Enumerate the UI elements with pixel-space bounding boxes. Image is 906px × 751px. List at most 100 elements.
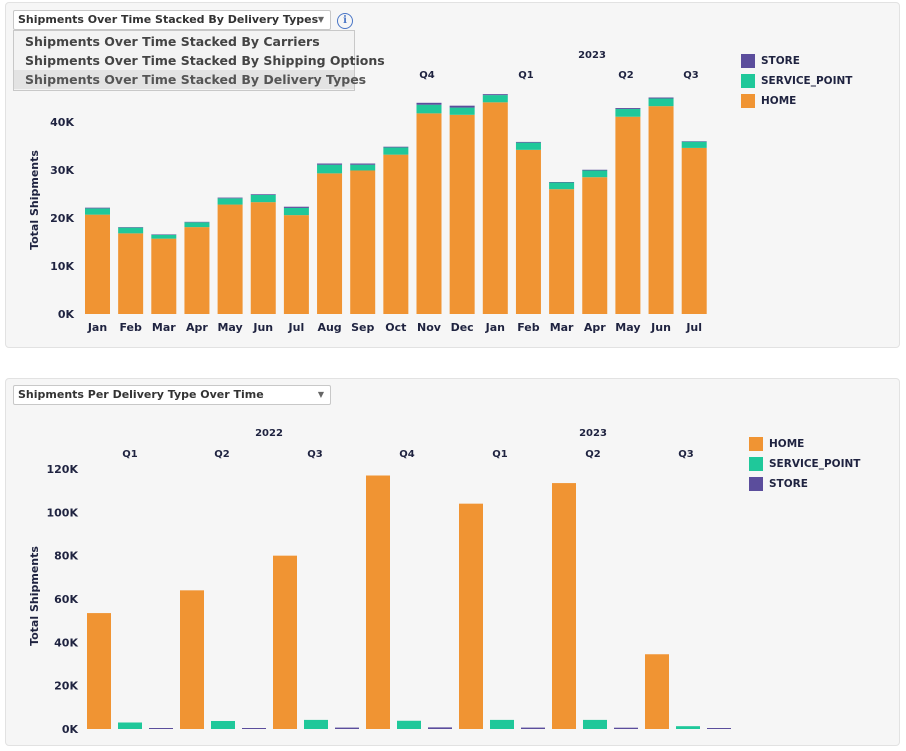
chart1-bar-home bbox=[648, 106, 674, 314]
chart1-bar-home bbox=[118, 233, 144, 314]
chevron-down-icon[interactable]: ▼ bbox=[317, 390, 324, 399]
delivery-type-chart-panel: Shipments Per Delivery Type Over Time ▼ … bbox=[5, 378, 900, 746]
legend-label: SERVICE_POINT bbox=[761, 75, 853, 87]
chart2-bar-service-point bbox=[490, 719, 514, 729]
chart1-x-tick-label: Jun bbox=[650, 321, 671, 334]
chart1-legend-item-service-point[interactable]: SERVICE_POINT bbox=[741, 71, 852, 91]
chart1-bar-service-point bbox=[283, 207, 309, 216]
chart1-bar-store bbox=[217, 197, 243, 199]
chart2-y-tick-label: 40K bbox=[54, 636, 78, 649]
dropdown-option-delivery-types[interactable]: Shipments Over Time Stacked By Delivery … bbox=[14, 70, 366, 89]
chart2-y-tick-label: 80K bbox=[54, 550, 78, 563]
chart1-bar-home bbox=[250, 202, 276, 314]
chart1-bar-store bbox=[515, 141, 541, 143]
chart2-quarter-label: Q3 bbox=[678, 449, 694, 460]
dropdown-option-shipping-options[interactable]: Shipments Over Time Stacked By Shipping … bbox=[25, 53, 385, 68]
chart2-bar-home bbox=[180, 590, 204, 729]
chart1-year-label: 2023 bbox=[578, 50, 606, 61]
chart1-bar-store bbox=[250, 194, 276, 195]
chart1-legend-item-home[interactable]: HOME bbox=[741, 91, 852, 111]
chart2-quarter-label: Q3 bbox=[307, 449, 323, 460]
chart1-legend: STORE SERVICE_POINT HOME bbox=[741, 51, 852, 111]
chart1-x-tick-label: Mar bbox=[152, 321, 176, 334]
chart1-x-tick-label: Jan bbox=[87, 321, 107, 334]
chart2-legend-item-home[interactable]: HOME bbox=[749, 434, 860, 454]
chart2-bar-service-point bbox=[304, 719, 328, 729]
legend-swatch bbox=[749, 477, 763, 491]
chart-type-dropdown: Shipments Over Time Stacked By Carriers … bbox=[13, 30, 385, 91]
chart2-y-tick-label: 100K bbox=[47, 506, 79, 519]
chart1-bar-service-point bbox=[317, 164, 343, 174]
legend-swatch bbox=[741, 74, 755, 88]
chart1-bar-home bbox=[283, 215, 309, 314]
chart2-bar-service-point bbox=[397, 720, 421, 729]
chart1-x-tick-label: Apr bbox=[186, 321, 208, 334]
chart1-y-axis-label: Total Shipments bbox=[28, 150, 41, 250]
chart2-bar-service-point bbox=[676, 726, 700, 729]
chart2-y-tick-label: 120K bbox=[47, 463, 79, 476]
chart1-bar-service-point bbox=[681, 141, 707, 148]
chart1-bar-service-point bbox=[515, 142, 541, 150]
chart1-x-tick-label: Feb bbox=[517, 321, 540, 334]
chart1-y-tick-label: 30K bbox=[50, 164, 74, 177]
chart2-bar-home bbox=[552, 483, 576, 729]
chart1-bar-store bbox=[350, 163, 376, 165]
legend-label: STORE bbox=[761, 55, 800, 67]
legend-swatch bbox=[749, 457, 763, 471]
chart1-x-tick-label: Aug bbox=[317, 321, 341, 334]
chart1-bar-store bbox=[615, 108, 641, 110]
chart1-quarter-label: Q3 bbox=[683, 70, 699, 81]
chart1-bar-service-point bbox=[615, 109, 641, 117]
chart2-legend-item-store[interactable]: STORE bbox=[749, 474, 860, 494]
chart1-bar-home bbox=[184, 227, 210, 314]
chart1-bar-home bbox=[217, 204, 243, 314]
chart1-x-tick-label: Apr bbox=[584, 321, 606, 334]
chart1-bar-home bbox=[549, 189, 575, 314]
chart1-x-tick-label: Nov bbox=[417, 321, 442, 334]
chart1-bar-store bbox=[482, 94, 508, 96]
chart2-type-select[interactable]: Shipments Per Delivery Type Over Time ▼ bbox=[13, 385, 331, 405]
chart2-y-tick-label: 0K bbox=[62, 723, 79, 736]
chart2-legend: HOME SERVICE_POINT STORE bbox=[749, 434, 860, 494]
chart1-bar-service-point bbox=[250, 194, 276, 203]
chart2-y-axis-label: Total Shipments bbox=[28, 546, 41, 646]
chart1-bar-service-point bbox=[85, 208, 110, 215]
chart1-bar-store bbox=[383, 146, 409, 148]
chevron-down-icon[interactable]: ▼ bbox=[317, 15, 324, 24]
chart1-x-tick-label: Jan bbox=[485, 321, 505, 334]
chart1-quarter-label: Q2 bbox=[618, 70, 634, 81]
chart1-bar-home bbox=[383, 154, 409, 314]
chart2-bar-service-point bbox=[118, 722, 142, 729]
chart-type-select-value: Shipments Over Time Stacked By Delivery … bbox=[18, 13, 319, 26]
chart1-x-tick-label: Jul bbox=[288, 321, 305, 334]
chart2-bar-store bbox=[521, 727, 545, 729]
info-icon[interactable]: i bbox=[337, 13, 353, 29]
chart1-bar-store bbox=[582, 169, 608, 171]
chart1-bar-home bbox=[85, 214, 110, 314]
chart1-bar-home bbox=[615, 116, 641, 314]
chart2-bar-home bbox=[366, 475, 390, 729]
chart1-x-tick-label: Feb bbox=[119, 321, 142, 334]
legend-label: HOME bbox=[761, 95, 797, 107]
chart1-bar-service-point bbox=[383, 147, 409, 155]
chart1-bar-service-point bbox=[549, 182, 575, 190]
chart-type-select[interactable]: Shipments Over Time Stacked By Delivery … bbox=[13, 10, 331, 30]
chart2-bar-service-point bbox=[583, 719, 607, 729]
chart2-bar-home bbox=[459, 503, 483, 729]
chart2-legend-item-service-point[interactable]: SERVICE_POINT bbox=[749, 454, 860, 474]
chart1-x-tick-label: Jul bbox=[685, 321, 702, 334]
chart1-bar-home bbox=[350, 170, 376, 314]
dropdown-option-carriers[interactable]: Shipments Over Time Stacked By Carriers bbox=[25, 34, 320, 49]
chart1-bar-service-point bbox=[118, 227, 144, 234]
chart1-bar-store bbox=[648, 97, 674, 99]
chart1-x-tick-label: May bbox=[615, 321, 640, 334]
chart1-bar-home bbox=[681, 147, 707, 314]
chart2-bar-store bbox=[428, 727, 452, 729]
chart1-bar-store bbox=[283, 206, 309, 208]
legend-label: HOME bbox=[769, 438, 805, 450]
chart1-bar-service-point bbox=[151, 234, 177, 239]
chart1-bar-service-point bbox=[217, 198, 243, 205]
chart1-x-tick-label: Mar bbox=[550, 321, 574, 334]
chart1-legend-item-store[interactable]: STORE bbox=[741, 51, 852, 71]
